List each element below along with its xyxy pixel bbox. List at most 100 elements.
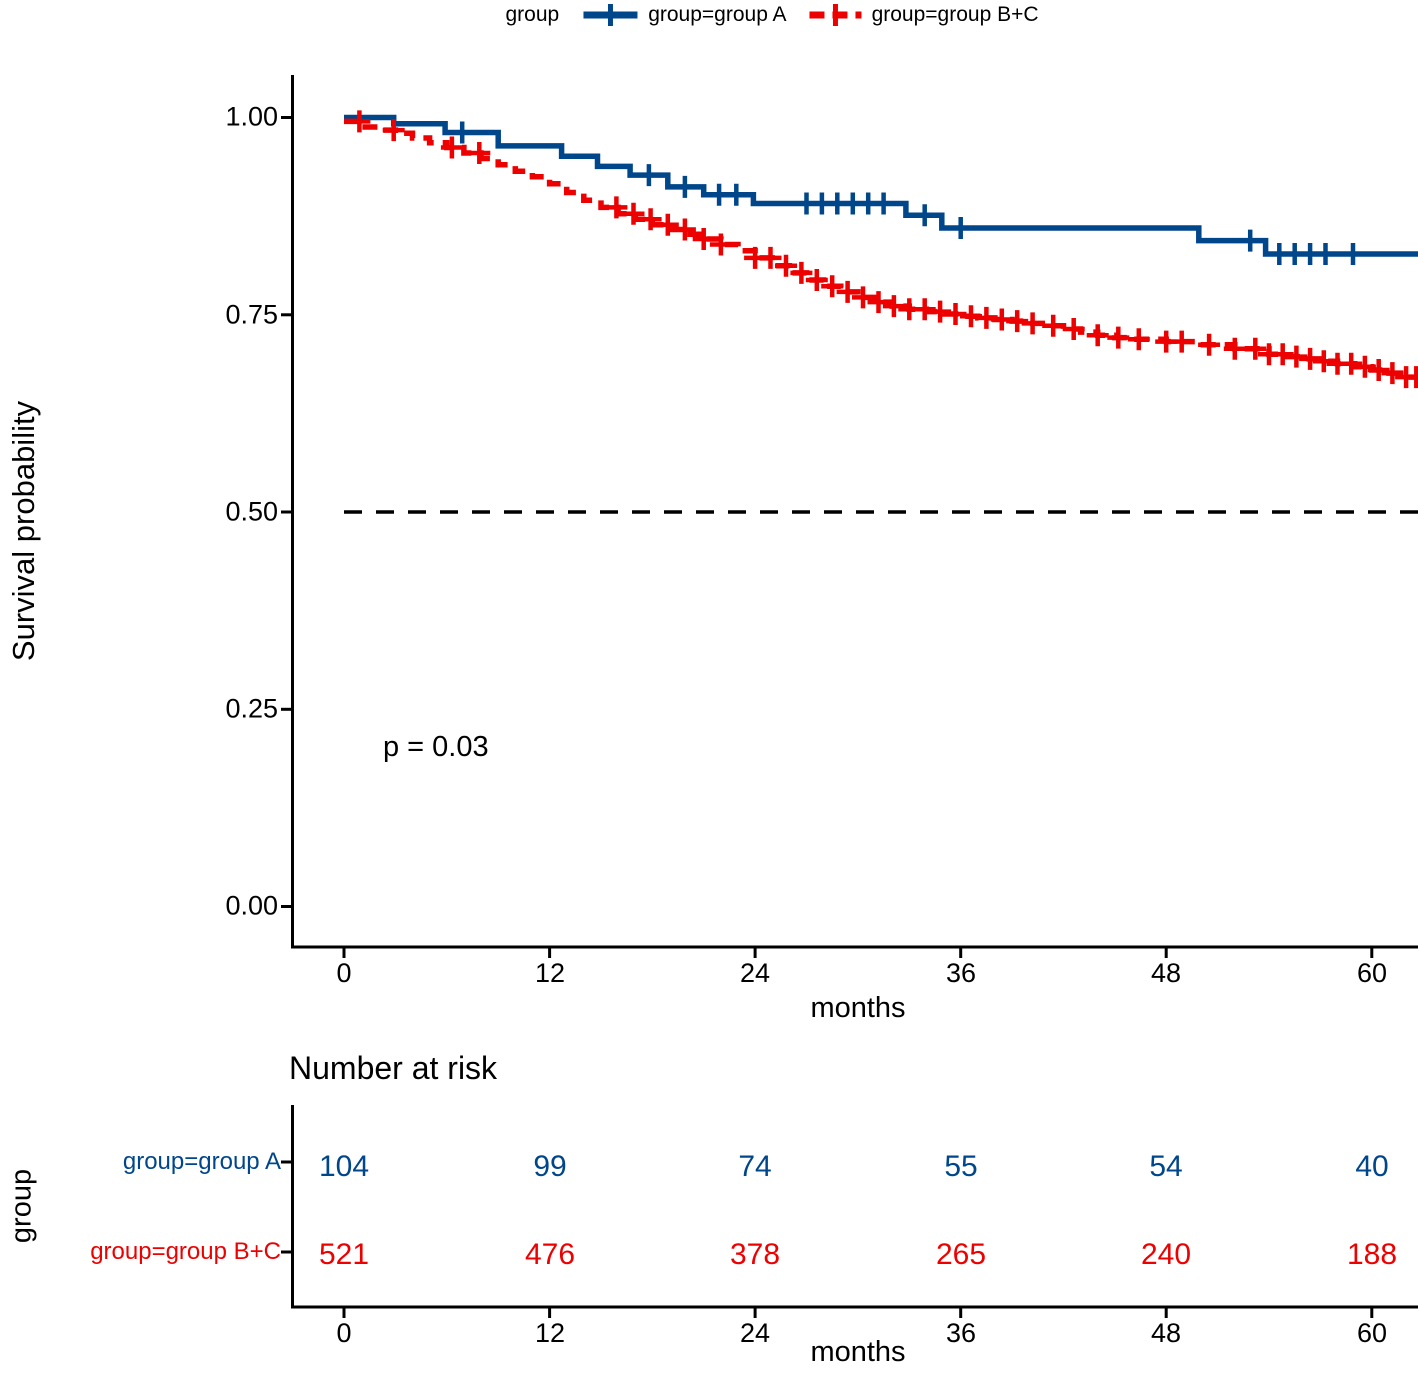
pvalue-annotation: p = 0.03 (383, 731, 489, 763)
x-tick-label: 48 (1150, 958, 1182, 988)
legend-key-solid-line-icon (583, 4, 638, 26)
y-tick-label: 0.25 (225, 693, 278, 724)
censor-mark (348, 110, 371, 133)
km-curve-group-a (344, 114, 1418, 257)
y-tick-label: 0.50 (225, 496, 278, 527)
y-tick-label: 0.75 (225, 299, 278, 330)
x-tick-label: 0 (336, 958, 352, 988)
censor-mark (1299, 347, 1322, 370)
censor-mark (1353, 355, 1376, 378)
risk-value: 476 (524, 1238, 576, 1271)
y-axis-title: Survival probability (6, 400, 41, 662)
censor-mark (1312, 350, 1335, 373)
risk-value: 378 (729, 1238, 781, 1271)
censor-mark (1086, 324, 1109, 347)
censor-mark (759, 246, 782, 269)
censor-mark (382, 119, 405, 142)
censor-mark (1244, 337, 1267, 360)
legend-title: group (505, 3, 560, 26)
x-tick-label: 36 (945, 958, 977, 988)
legend-label-group-a: group=group A (648, 3, 787, 26)
censor-mark (1405, 366, 1418, 389)
censor-mark (949, 217, 972, 239)
risk-x-tick-label: 12 (534, 1318, 566, 1348)
risk-x-tick-label: 36 (945, 1318, 977, 1348)
censor-mark (913, 298, 936, 321)
censor-mark (1271, 343, 1294, 366)
censor-mark (639, 208, 662, 231)
censor-mark (867, 291, 890, 314)
censor-mark (692, 228, 715, 250)
censor-mark (1198, 333, 1221, 356)
censor-mark (725, 183, 748, 206)
censor-mark (1042, 314, 1065, 337)
legend-item-group-bc: group=group B+C (809, 2, 1039, 28)
censor-mark (637, 164, 660, 187)
x-axis-title: months (810, 992, 906, 1024)
censor-mark (852, 286, 874, 309)
censor-mark (622, 202, 645, 225)
legend-key-dashed-line-icon (809, 4, 862, 26)
censor-mark (1239, 229, 1262, 252)
risk-x-tick-label: 24 (739, 1318, 771, 1348)
risk-value: 99 (533, 1150, 567, 1183)
risk-value: 74 (738, 1150, 772, 1183)
censor-mark (790, 261, 813, 284)
censor-mark (451, 121, 474, 144)
risk-row-label-group-a: group=group A (122, 1148, 281, 1175)
risk-value: 265 (935, 1238, 987, 1271)
censor-mark (1062, 318, 1085, 340)
risk-table-title: Number at risk (289, 1050, 498, 1086)
risk-value: 521 (318, 1238, 370, 1271)
censor-mark (805, 269, 828, 291)
y-tick-label: 1.00 (225, 101, 278, 132)
censor-mark (944, 303, 967, 325)
x-tick-label: 24 (739, 958, 771, 988)
censor-mark (929, 300, 952, 323)
legend-item-group-a: group=group A (581, 2, 787, 28)
censor-mark (605, 196, 628, 219)
censor-mark (1314, 243, 1337, 265)
risk-row-label-group-bc: group=group B+C (90, 1238, 281, 1265)
censor-mark (468, 142, 491, 164)
censor-mark (836, 280, 859, 303)
censor-mark (1381, 362, 1404, 385)
censor-mark (1170, 330, 1193, 353)
risk-x-axis-title: months (810, 1336, 906, 1368)
risk-value: 40 (1355, 1150, 1389, 1183)
censor-mark (440, 136, 463, 159)
censor-mark (1342, 243, 1364, 265)
censor-mark (673, 175, 696, 198)
risk-value: 188 (1346, 1238, 1398, 1271)
censor-mark (1006, 310, 1029, 333)
risk-value: 240 (1140, 1238, 1192, 1271)
censor-mark (1285, 345, 1308, 368)
censor-mark (1127, 328, 1150, 351)
legend: group group=group A group=group B+C (505, 2, 1039, 28)
censor-mark (1223, 337, 1246, 360)
legend-label-group-bc: group=group B+C (871, 3, 1039, 26)
risk-value: 55 (944, 1150, 978, 1183)
censor-mark (709, 233, 732, 256)
risk-x-tick-label: 48 (1150, 1318, 1182, 1348)
censor-mark (1021, 312, 1044, 335)
risk-table-y-axis-title: group (5, 1168, 38, 1244)
risk-x-tick-label: 0 (336, 1318, 352, 1348)
censor-mark (821, 275, 844, 298)
censor-mark (656, 213, 679, 236)
censor-mark (872, 192, 895, 215)
censor-mark (775, 254, 797, 277)
risk-x-tick-label: 60 (1356, 1318, 1388, 1348)
x-tick-label: 12 (534, 958, 566, 988)
censor-mark (673, 218, 696, 241)
censor-mark (882, 295, 905, 318)
x-tick-label: 60 (1356, 958, 1388, 988)
censor-mark (1367, 359, 1390, 381)
y-tick-label: 0.00 (225, 890, 278, 921)
risk-value: 54 (1149, 1150, 1183, 1183)
censor-mark (1340, 352, 1363, 375)
risk-value: 104 (318, 1150, 370, 1183)
censor-mark (1107, 326, 1130, 349)
